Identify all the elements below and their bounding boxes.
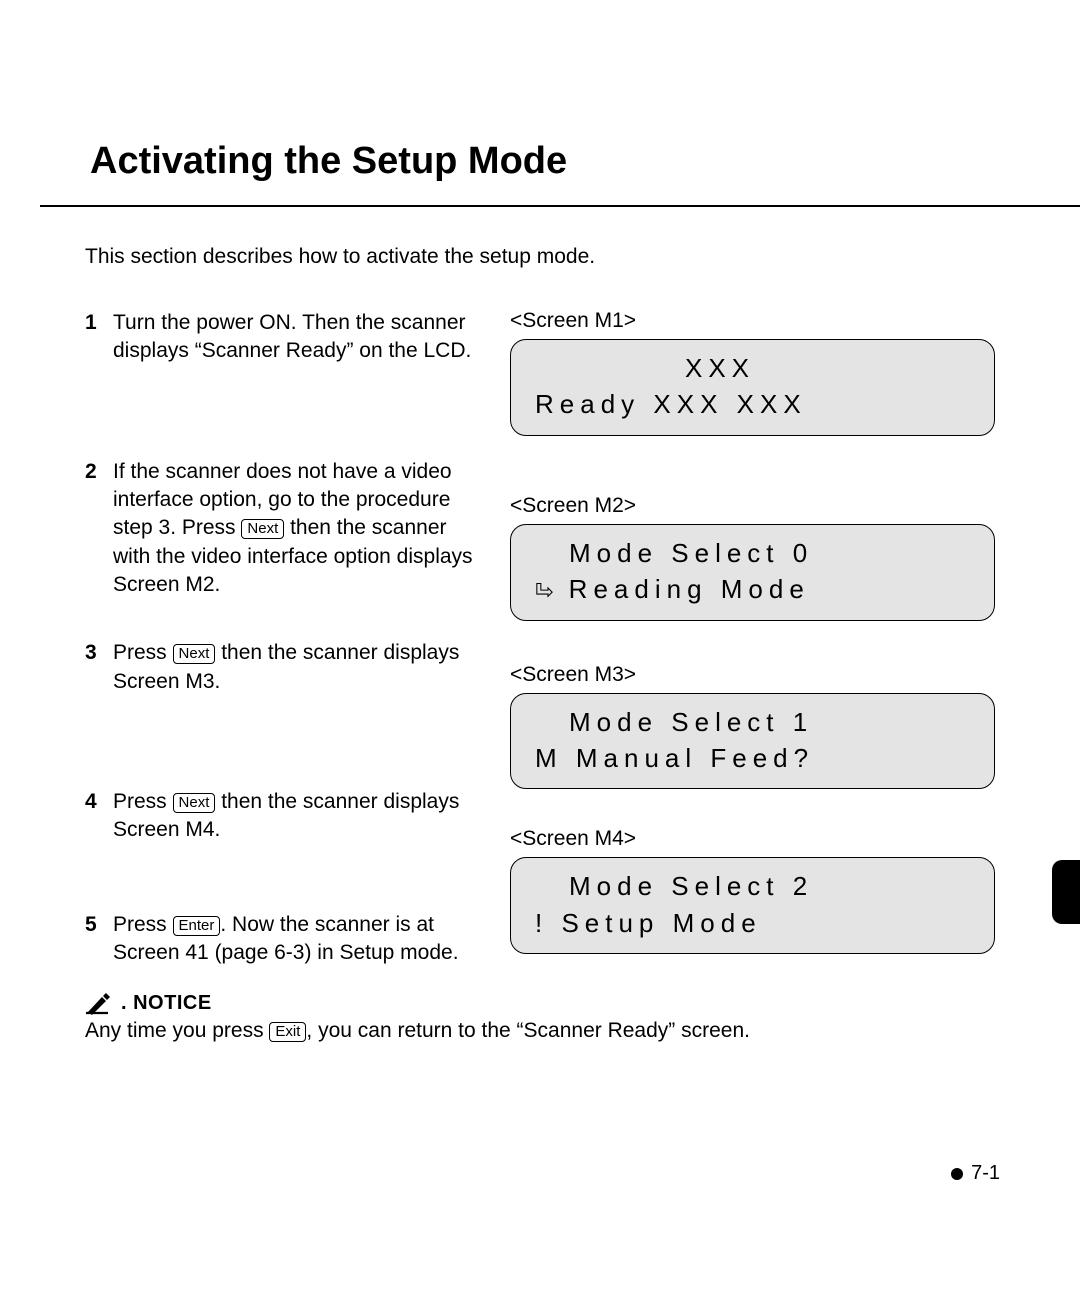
lcd-line-1: Mode Select 2 <box>535 868 970 904</box>
step-number: 1 <box>85 309 99 366</box>
text-part: Press <box>113 790 173 813</box>
step-1: 1 Turn the power ON. Then the scanner di… <box>85 309 480 366</box>
key-enter: Enter <box>173 916 221 936</box>
content-columns: 1 Turn the power ON. Then the scanner di… <box>85 309 1005 984</box>
screen-m1-block: <Screen M1> XXX Ready XXX XXX <box>510 309 1005 436</box>
notice-label: . NOTICE <box>121 992 212 1015</box>
step-text: Press Next then the scanner displays Scr… <box>113 639 480 696</box>
page-number-text: 7-1 <box>971 1162 1000 1185</box>
key-next: Next <box>173 793 216 813</box>
lcd-line-2: Ready XXX XXX <box>535 386 970 422</box>
title-rule <box>40 205 1080 207</box>
lcd-text: Reading Mode <box>569 574 810 604</box>
return-icon: ⏎ <box>535 577 553 608</box>
screen-label: <Screen M2> <box>510 494 1005 518</box>
lcd-display: Mode Select 1 M Manual Feed? <box>510 693 995 790</box>
step-text: Press Next then the scanner displays Scr… <box>113 788 480 845</box>
screen-m4-block: <Screen M4> Mode Select 2 ! Setup Mode <box>510 819 1005 954</box>
screen-label: <Screen M4> <box>510 827 1005 851</box>
page-number: 7-1 <box>951 1162 1000 1185</box>
screen-label: <Screen M1> <box>510 309 1005 333</box>
lcd-line-1: Mode Select 0 <box>535 535 970 571</box>
step-text: Turn the power ON. Then the scanner disp… <box>113 309 480 366</box>
lcd-text: Mode Select 1 <box>569 707 813 737</box>
step-text: Press Enter. Now the scanner is at Scree… <box>113 911 480 968</box>
step-3: 3 Press Next then the scanner displays S… <box>85 639 480 696</box>
notice-heading: . NOTICE <box>85 992 1005 1015</box>
screen-m2-block: <Screen M2> Mode Select 0 ⏎ Reading Mode <box>510 466 1005 621</box>
key-next: Next <box>241 519 284 539</box>
step-text: If the scanner does not have a video int… <box>113 458 480 600</box>
step-5: 5 Press Enter. Now the scanner is at Scr… <box>85 911 480 968</box>
lcd-display: XXX Ready XXX XXX <box>510 339 995 436</box>
key-exit: Exit <box>269 1022 306 1042</box>
text-part: Any time you press <box>85 1019 269 1042</box>
key-next: Next <box>173 644 216 664</box>
bullet-icon <box>951 1168 963 1180</box>
lcd-text: Mode Select 0 <box>569 538 813 568</box>
lcd-line-1: Mode Select 1 <box>535 704 970 740</box>
step-number: 4 <box>85 788 99 845</box>
text-part: Press <box>113 641 173 664</box>
screen-m3-block: <Screen M3> Mode Select 1 M Manual Feed? <box>510 651 1005 790</box>
lcd-text: XXX <box>685 353 755 383</box>
steps-column: 1 Turn the power ON. Then the scanner di… <box>85 309 480 984</box>
step-number: 3 <box>85 639 99 696</box>
lcd-line-2: M Manual Feed? <box>535 740 970 776</box>
notice-text: Any time you press Exit, you can return … <box>85 1019 1005 1043</box>
screens-column: <Screen M1> XXX Ready XXX XXX <Screen M2… <box>510 309 1005 984</box>
intro-text: This section describes how to activate t… <box>85 245 1005 269</box>
lcd-display: Mode Select 2 ! Setup Mode <box>510 857 995 954</box>
step-number: 5 <box>85 911 99 968</box>
text-part: , you can return to the “Scanner Ready” … <box>306 1019 750 1042</box>
step-4: 4 Press Next then the scanner displays S… <box>85 788 480 845</box>
notice-pencil-icon <box>85 993 115 1015</box>
lcd-text: Mode Select 2 <box>569 871 813 901</box>
lcd-line-1: XXX <box>535 350 970 386</box>
step-number: 2 <box>85 458 99 600</box>
manual-page: Activating the Setup Mode This section d… <box>0 0 1080 1295</box>
thumb-index-tab <box>1052 860 1080 924</box>
lcd-line-2: ! Setup Mode <box>535 905 970 941</box>
text-part: Press <box>113 913 173 936</box>
step-2: 2 If the scanner does not have a video i… <box>85 458 480 600</box>
lcd-line-2: ⏎ Reading Mode <box>535 571 970 607</box>
screen-label: <Screen M3> <box>510 663 1005 687</box>
page-title: Activating the Setup Mode <box>90 140 1005 183</box>
lcd-display: Mode Select 0 ⏎ Reading Mode <box>510 524 995 621</box>
